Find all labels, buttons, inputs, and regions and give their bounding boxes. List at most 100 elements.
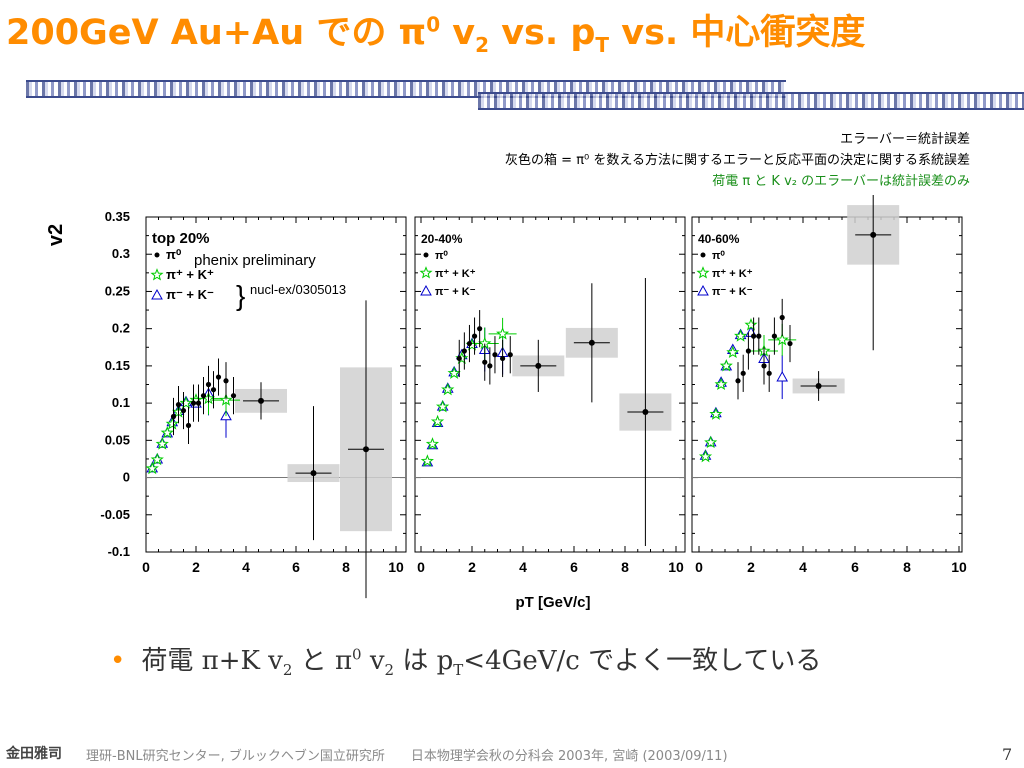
y-tick-label: -0.05 [100,507,130,522]
title-pi-sup: 0 [426,12,441,37]
pos-point [425,437,440,450]
pos-point [709,407,723,420]
x-axis-label: pT [GeV/c] [515,594,590,611]
pi0-point [535,362,542,369]
y-tick-label: 0.3 [112,246,130,261]
pi0-point [230,393,237,399]
pos-point [704,435,718,449]
pos-point [420,454,434,467]
pi0-point [310,470,317,477]
legend-neg-label: π⁻ + K⁻ [435,286,476,298]
legend-pi0-label: π⁰ [712,250,725,262]
x-tick-label: 0 [417,559,425,575]
panel-frame [414,216,686,553]
neg-point [776,371,789,382]
title-vs: vs. p [489,13,596,53]
legend-neg-marker [697,284,709,296]
legend-neg-label: π⁻ + K⁻ [712,286,753,298]
title-v-sub: 2 [475,33,490,57]
legend-pi0-label: π⁰ [166,247,182,262]
note-syst-error: 灰色の箱 = π⁰ を数える方法に関するエラーと反応平面の決定に関する系統誤差 [505,153,970,168]
legend-pos-marker [150,268,164,281]
band-pattern [478,94,1024,108]
pi0-point [735,378,741,384]
pi0-point [588,339,595,346]
pi0-point [766,370,772,376]
x-tick-label: 10 [668,559,684,575]
pos-point [744,317,758,331]
pi0-point [492,352,498,358]
pi0-point [461,348,467,354]
footer-logo: 金田雅司 [6,746,62,762]
pi0-point [482,359,488,365]
pos-point [447,366,461,380]
annotation-nucl-ex: nucl-ex/0305013 [250,282,346,297]
pi0-point [195,400,202,406]
x-tick-label: 2 [468,559,476,575]
bullet-conclusion: • 荷電 π+K v2 と π0 v2 は pT<4GeV/c でよく一致している [110,640,821,679]
title-pt-sub: T [595,33,610,57]
bullet-text6: は [394,646,437,676]
legend-neg-marker [420,284,432,296]
chart-panel-1: 0 2 4 6 8 10 top 20%π⁰ π⁺ + K⁺ π⁻ + K⁻ phenix pre… [142,216,407,599]
footer-institute: 理研-BNL研究センター, ブルックヘブン国立研究所 [86,749,385,764]
pi0-point [870,231,877,238]
x-tick-label: 2 [747,559,755,575]
x-tick-label: 8 [621,559,629,575]
note-charged-error: 荷電 π と K v₂ のエラーバーは統計誤差のみ [712,174,970,189]
pi0-point [175,402,182,408]
bullet-text1: 荷電 [141,646,202,676]
chart-panel-3: 0 2 4 6 8 10 40-60% π⁰ π⁺ + K⁺ π⁻ + K⁻ [691,195,967,575]
x-tick-label: 6 [292,559,300,575]
pi0-point [170,413,177,420]
pos-point [496,327,510,340]
pos-point [165,417,179,430]
footer-meeting: 日本物理学会秋の分科会 2003年, 宮崎 (2003/09/11) [410,749,728,764]
pos-point [441,382,455,396]
bullet-text8: <4GeV/c [463,646,580,676]
bullet-text7-sub: T [453,661,464,680]
y-tick-label: 0.35 [105,209,130,224]
bullet-text2-sub: 2 [282,661,293,680]
legend-pos-label: π⁺ + K⁺ [712,268,753,280]
pi0-point [507,352,513,358]
bullet-text4-sup: 0 [352,645,362,664]
pi0-point [745,348,752,354]
pos-point [698,449,713,463]
chart-panel-2: 0 2 4 6 8 10 20-40% π⁰ π⁺ + K⁺ π⁻ + K⁻ [414,216,686,575]
pi0-point [751,333,757,339]
bullet-text2: π+K v [201,646,283,676]
legend-pos-label: π⁺ + K⁺ [166,267,214,282]
pos-point [430,414,445,428]
pi0-point [363,446,369,453]
title-v: v [440,13,476,53]
bullet-text4: π [334,646,353,676]
pos-point [160,425,174,439]
x-tick-label: 0 [142,559,150,575]
y-tick-label: 0 [123,470,130,485]
x-tick-label: 6 [851,559,859,575]
pos-point [775,332,789,346]
x-tick-label: 8 [342,559,350,575]
y-tick-label: -0.1 [108,544,130,559]
panel-label: 40-60% [698,232,740,246]
annotation-phenix: phenix preliminary [194,252,316,269]
x-tick-label: 10 [951,559,967,575]
y-tick-label: 0.2 [112,321,130,336]
bullet-text9: でよく一致している [579,646,822,676]
footer-text: 理研-BNL研究センター, ブルックヘブン国立研究所 日本物理学会秋の分科会 20… [86,745,754,764]
legend-pi0-marker [154,252,160,258]
x-tick-label: 10 [388,559,404,575]
legend-pos-marker [419,266,433,279]
legend-brace: } [236,280,245,311]
x-tick-label: 4 [519,559,527,575]
pos-point [714,377,728,391]
x-tick-label: 4 [799,559,807,575]
legend-pi0-marker [700,252,706,258]
pos-point [155,437,169,450]
pos-point [435,399,450,413]
pi0-point [223,378,229,384]
pi0-point [740,370,746,376]
legend-pi0-label: π⁰ [435,250,448,262]
y-tick-label: 0.05 [105,432,130,447]
